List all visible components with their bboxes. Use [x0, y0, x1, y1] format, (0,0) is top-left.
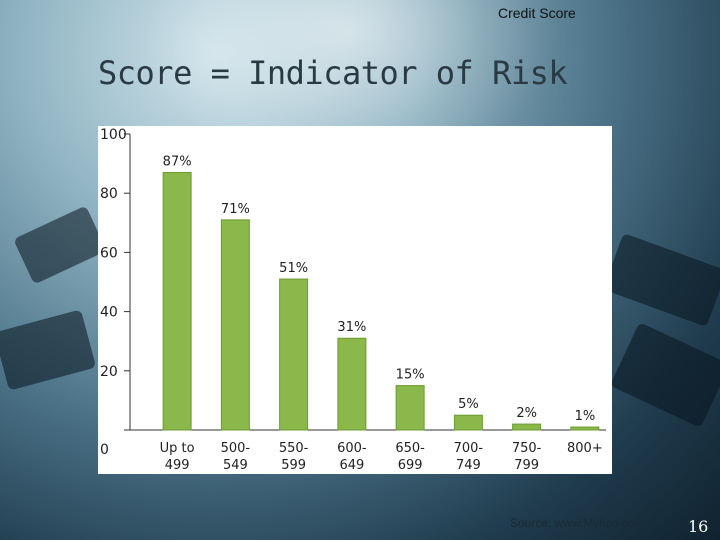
page-number: 16: [688, 517, 709, 536]
background-keyboard-shape: [0, 309, 97, 391]
y-tick-label: 0: [100, 442, 109, 458]
x-tick-label: 700-: [454, 441, 484, 456]
x-tick-label: 549: [223, 458, 248, 473]
background-keyboard-shape: [13, 205, 107, 285]
x-tick-label: 500-: [221, 441, 251, 456]
x-tick-label: 799: [514, 458, 539, 473]
data-label: 15%: [396, 368, 425, 383]
data-label: 2%: [516, 406, 537, 421]
background-keyboard-shape: [603, 232, 720, 328]
data-label: 51%: [279, 261, 308, 276]
slide-title: Score = Indicator of Risk: [98, 54, 568, 92]
slide-header: Credit Score: [498, 5, 576, 21]
y-tick-label: 40: [100, 305, 118, 321]
bar: [279, 278, 309, 431]
x-tick-label: 550-: [279, 441, 309, 456]
y-tick-label: 20: [100, 364, 118, 380]
x-tick-label: 649: [339, 458, 364, 473]
x-tick-label: 699: [398, 458, 423, 473]
bar: [570, 426, 600, 431]
x-tick-label: Up to: [160, 441, 195, 456]
bar: [512, 423, 542, 431]
y-tick-label: 60: [100, 245, 118, 261]
x-tick-label: 499: [165, 458, 190, 473]
x-tick-label: 749: [456, 458, 481, 473]
y-tick-label: 80: [100, 186, 118, 202]
bar-chart: 0 20 40 60 80 100 87% Up to 499 71% 500- 549 51% 550-…: [98, 126, 612, 474]
background-keyboard-shape: [609, 322, 720, 428]
bar: [162, 171, 192, 431]
bar: [395, 385, 425, 431]
x-tick-label: 599: [281, 458, 306, 473]
data-label: 5%: [458, 397, 479, 412]
data-label: 71%: [221, 202, 250, 217]
x-tick-label: 650-: [395, 441, 425, 456]
x-tick-label: 600-: [337, 441, 367, 456]
bar: [453, 414, 483, 431]
source-citation: Source: www.Myfico.com: [510, 516, 645, 530]
bar: [337, 337, 367, 431]
x-tick-label: 800+: [567, 441, 603, 456]
y-tick-label: 100: [100, 127, 127, 143]
data-label: 87%: [163, 154, 192, 169]
bar: [220, 219, 250, 431]
x-tick-label: 750-: [512, 441, 542, 456]
chart-svg: 0 20 40 60 80 100 87% Up to 499 71% 500- 549 51% 550-…: [100, 127, 606, 473]
data-label: 31%: [337, 320, 366, 335]
data-label: 1%: [575, 409, 596, 424]
